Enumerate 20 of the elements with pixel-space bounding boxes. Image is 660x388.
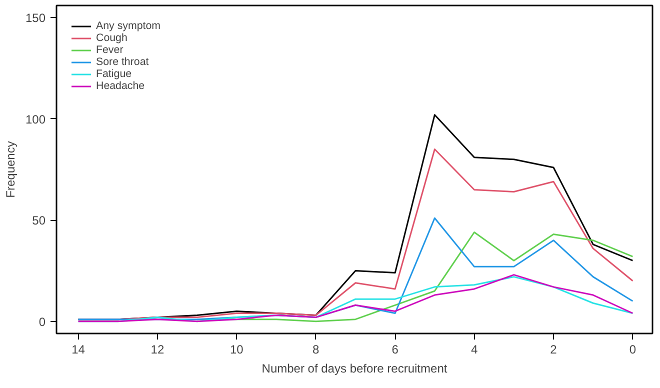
x-tick-label: 10 <box>230 342 244 356</box>
x-tick-label: 2 <box>550 342 558 356</box>
legend-label: Any symptom <box>96 20 161 32</box>
legend-label: Headache <box>96 80 145 92</box>
legend-label: Cough <box>96 32 128 44</box>
y-tick-label: 0 <box>38 314 46 329</box>
y-tick-label: 100 <box>25 112 46 126</box>
x-tick-label: 4 <box>470 342 478 356</box>
y-tick-label: 150 <box>25 11 46 26</box>
y-axis-title: Frequency <box>3 141 18 198</box>
x-axis-title: Number of days before recruitment <box>262 362 448 376</box>
legend-label: Sore throat <box>96 56 149 68</box>
legend-label: Fatigue <box>96 68 132 80</box>
x-tick-label: 6 <box>392 342 399 356</box>
legend-label: Fever <box>96 44 124 56</box>
x-tick-label: 14 <box>72 342 86 356</box>
x-tick-label: 12 <box>150 342 164 356</box>
y-tick-label: 50 <box>32 214 46 228</box>
x-tick-label: 0 <box>629 342 636 356</box>
x-tick-label: 8 <box>312 342 320 356</box>
